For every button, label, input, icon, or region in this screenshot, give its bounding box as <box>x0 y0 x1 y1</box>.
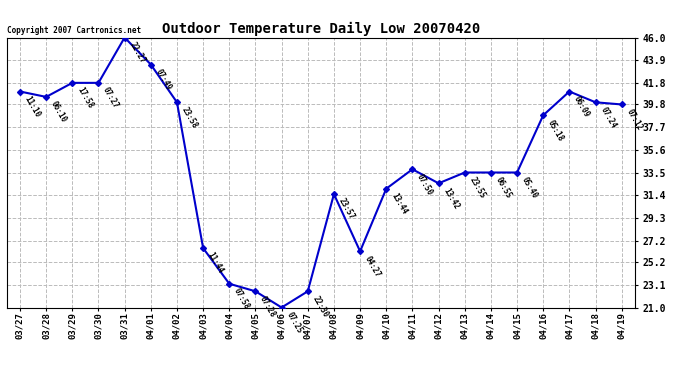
Text: Copyright 2007 Cartronics.net: Copyright 2007 Cartronics.net <box>7 26 141 35</box>
Text: 07:28: 07:28 <box>258 294 277 319</box>
Text: 05:40: 05:40 <box>520 175 539 200</box>
Text: 04:27: 04:27 <box>363 254 382 279</box>
Text: 07:49: 07:49 <box>154 67 173 92</box>
Text: 23:58: 23:58 <box>179 105 199 130</box>
Text: 06:10: 06:10 <box>49 100 68 124</box>
Text: 07:50: 07:50 <box>415 172 435 196</box>
Text: 17:58: 17:58 <box>75 86 95 110</box>
Text: 07:12: 07:12 <box>624 107 644 132</box>
Text: 22:27: 22:27 <box>128 40 147 65</box>
Text: 07:27: 07:27 <box>101 86 121 110</box>
Text: 06:55: 06:55 <box>493 175 513 200</box>
Text: 13:44: 13:44 <box>389 192 408 216</box>
Text: 11:10: 11:10 <box>23 94 42 119</box>
Text: 07:25: 07:25 <box>284 310 304 335</box>
Text: 05:18: 05:18 <box>546 118 565 142</box>
Text: 22:30: 22:30 <box>310 294 330 319</box>
Text: 07:24: 07:24 <box>598 105 618 130</box>
Text: 23:55: 23:55 <box>468 175 487 200</box>
Text: 11:44: 11:44 <box>206 251 225 275</box>
Title: Outdoor Temperature Daily Low 20070420: Outdoor Temperature Daily Low 20070420 <box>161 22 480 36</box>
Text: 07:58: 07:58 <box>232 286 251 311</box>
Text: 13:42: 13:42 <box>442 186 461 211</box>
Text: 06:09: 06:09 <box>572 94 591 119</box>
Text: 23:57: 23:57 <box>337 197 356 221</box>
